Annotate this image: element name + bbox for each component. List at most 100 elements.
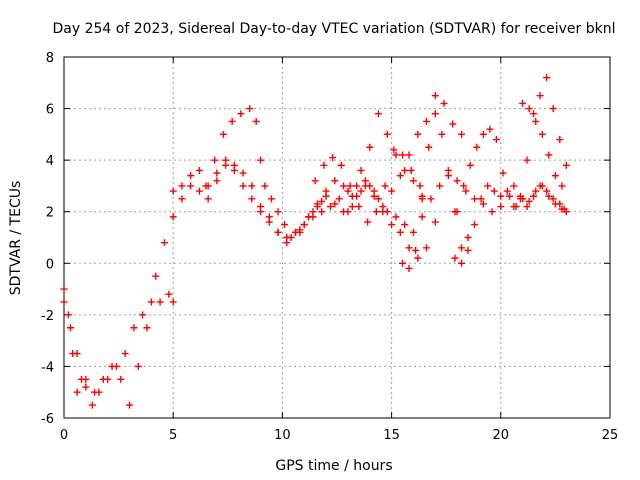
data-point <box>99 375 107 383</box>
data-point <box>492 136 500 144</box>
data-point <box>73 388 81 396</box>
data-point <box>486 125 494 133</box>
y-axis-label: SDTVAR / TECUs <box>8 181 24 296</box>
data-point <box>431 92 439 100</box>
data-point <box>257 203 265 211</box>
data-point <box>267 195 275 203</box>
data-point <box>257 156 265 164</box>
x-tick-label: 25 <box>602 428 619 443</box>
data-point <box>523 203 531 211</box>
data-point <box>558 182 566 190</box>
data-point <box>405 264 413 272</box>
data-point <box>126 401 134 409</box>
data-point <box>401 221 409 229</box>
data-point <box>464 234 472 241</box>
data-point <box>409 177 417 185</box>
data-point <box>370 187 378 195</box>
data-point <box>451 254 459 262</box>
data-point <box>399 259 407 267</box>
data-point <box>344 187 352 195</box>
data-point <box>390 146 398 154</box>
data-point <box>532 117 540 125</box>
y-tick-label: 2 <box>46 206 54 221</box>
data-point <box>130 324 138 332</box>
data-point <box>551 200 559 208</box>
data-point <box>228 117 236 125</box>
data-point <box>538 182 546 190</box>
data-point <box>477 195 485 203</box>
data-point <box>449 120 457 128</box>
data-point <box>213 177 221 185</box>
data-point <box>499 169 507 177</box>
x-axis-label: GPS time / hours <box>275 458 392 474</box>
data-point <box>82 383 90 391</box>
axis-ticks: 0 5 10 15 20 25 -6 -4 -2 0 2 4 6 8 <box>41 51 618 443</box>
data-point <box>311 177 319 185</box>
data-point <box>331 200 339 208</box>
data-point <box>381 182 389 190</box>
data-point <box>405 244 413 252</box>
data-point <box>353 182 361 190</box>
data-point <box>490 187 498 195</box>
data-point <box>204 195 212 203</box>
data-point <box>160 239 168 247</box>
data-point <box>374 110 382 118</box>
data-point <box>274 228 282 236</box>
data-point <box>543 74 551 82</box>
x-tick-label: 10 <box>274 428 291 443</box>
data-point <box>471 195 479 203</box>
data-point <box>423 117 431 125</box>
data-point <box>556 136 564 144</box>
y-tick-label: 4 <box>46 154 54 169</box>
data-point <box>525 197 533 205</box>
data-point <box>326 203 334 211</box>
data-point <box>431 110 439 118</box>
data-point <box>562 161 570 169</box>
y-tick-label: -6 <box>41 412 54 427</box>
data-point <box>213 169 221 177</box>
data-point <box>473 143 481 151</box>
data-point <box>353 192 361 200</box>
y-tick-label: 0 <box>46 257 54 272</box>
data-point <box>305 213 313 221</box>
data-point <box>187 182 195 190</box>
data-point <box>414 254 422 262</box>
data-point <box>331 177 339 185</box>
data-point <box>64 311 72 319</box>
data-point <box>412 246 420 254</box>
data-point <box>551 172 559 180</box>
data-point <box>388 187 396 195</box>
data-point <box>82 375 90 383</box>
data-point <box>237 110 245 118</box>
data-point <box>318 197 326 205</box>
data-point <box>383 130 391 138</box>
data-point <box>219 130 227 138</box>
data-point <box>418 213 426 221</box>
data-point <box>392 213 400 221</box>
data-point <box>418 195 426 203</box>
data-point <box>479 130 487 138</box>
data-point <box>67 324 75 332</box>
data-point <box>425 143 433 151</box>
data-points <box>60 74 570 409</box>
data-point <box>401 166 409 174</box>
data-point <box>348 203 356 211</box>
series-sat-track-5 <box>296 110 426 234</box>
y-tick-label: 8 <box>46 51 54 66</box>
data-point <box>530 192 538 200</box>
data-point <box>287 234 295 241</box>
data-point <box>409 228 417 236</box>
x-tick-label: 15 <box>383 428 400 443</box>
data-point <box>248 182 256 190</box>
data-point <box>222 156 230 164</box>
data-point <box>431 218 439 226</box>
data-point <box>195 166 203 174</box>
data-point <box>340 182 348 190</box>
data-point <box>248 195 256 203</box>
series-sat-track-10 <box>453 125 570 216</box>
data-point <box>440 99 448 107</box>
data-point <box>60 298 68 306</box>
data-point <box>88 401 96 409</box>
data-point <box>91 388 99 396</box>
data-point <box>178 182 186 190</box>
